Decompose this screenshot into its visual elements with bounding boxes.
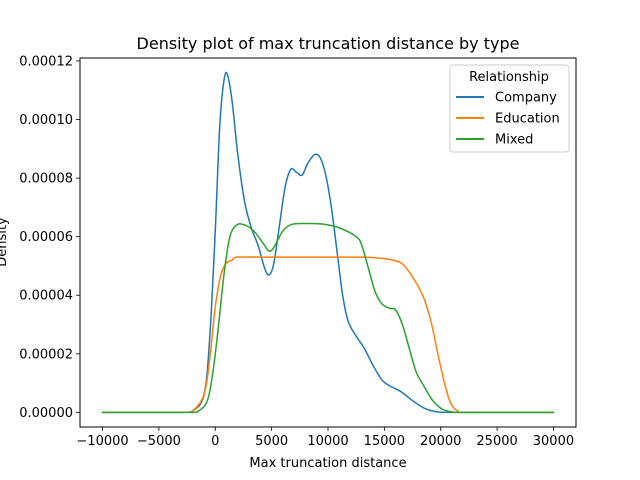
x-axis-label: Max truncation distance (249, 456, 406, 471)
series-line-education (101, 256, 555, 414)
x-tick-label: 0 (211, 434, 219, 449)
y-tick-label: 0.00008 (19, 172, 73, 187)
x-tick-label: 5000 (255, 434, 288, 449)
y-tick-label: 0.00012 (19, 54, 73, 69)
y-axis-ticks: 0.00000 0.00002 0.00004 0.00006 0.00008 0.000… (19, 54, 80, 421)
x-tick-label: −5000 (137, 434, 181, 449)
x-tick-label: 15000 (364, 434, 405, 449)
y-tick-label: 0.00002 (19, 347, 73, 362)
x-tick-label: −10000 (76, 434, 128, 449)
legend-label-education: Education (495, 112, 560, 127)
series-line-company (101, 71, 555, 414)
x-tick-label: 20000 (420, 434, 461, 449)
legend-title: Relationship (469, 70, 549, 85)
series-line-mixed (101, 222, 555, 414)
legend-items: Company Education Mixed (456, 91, 560, 148)
y-tick-label: 0.00010 (19, 113, 73, 128)
y-tick-label: 0.00000 (19, 406, 73, 421)
x-axis-ticks: −10000 −5000 0 5000 10000 15000 20000 25000 3000… (76, 427, 574, 449)
x-tick-label: 30000 (533, 434, 574, 449)
legend-box (449, 64, 570, 153)
y-axis-label: Density (0, 217, 10, 267)
plot-area (101, 71, 555, 414)
y-tick-label: 0.00006 (19, 230, 73, 245)
legend: Relationship Company Education Mixed (449, 64, 570, 153)
legend-label-mixed: Mixed (495, 133, 533, 148)
legend-label-company: Company (495, 91, 557, 106)
x-tick-label: 10000 (307, 434, 348, 449)
x-tick-label: 25000 (476, 434, 517, 449)
y-tick-label: 0.00004 (19, 289, 73, 304)
chart-title: Density plot of max truncation distance … (137, 34, 520, 53)
